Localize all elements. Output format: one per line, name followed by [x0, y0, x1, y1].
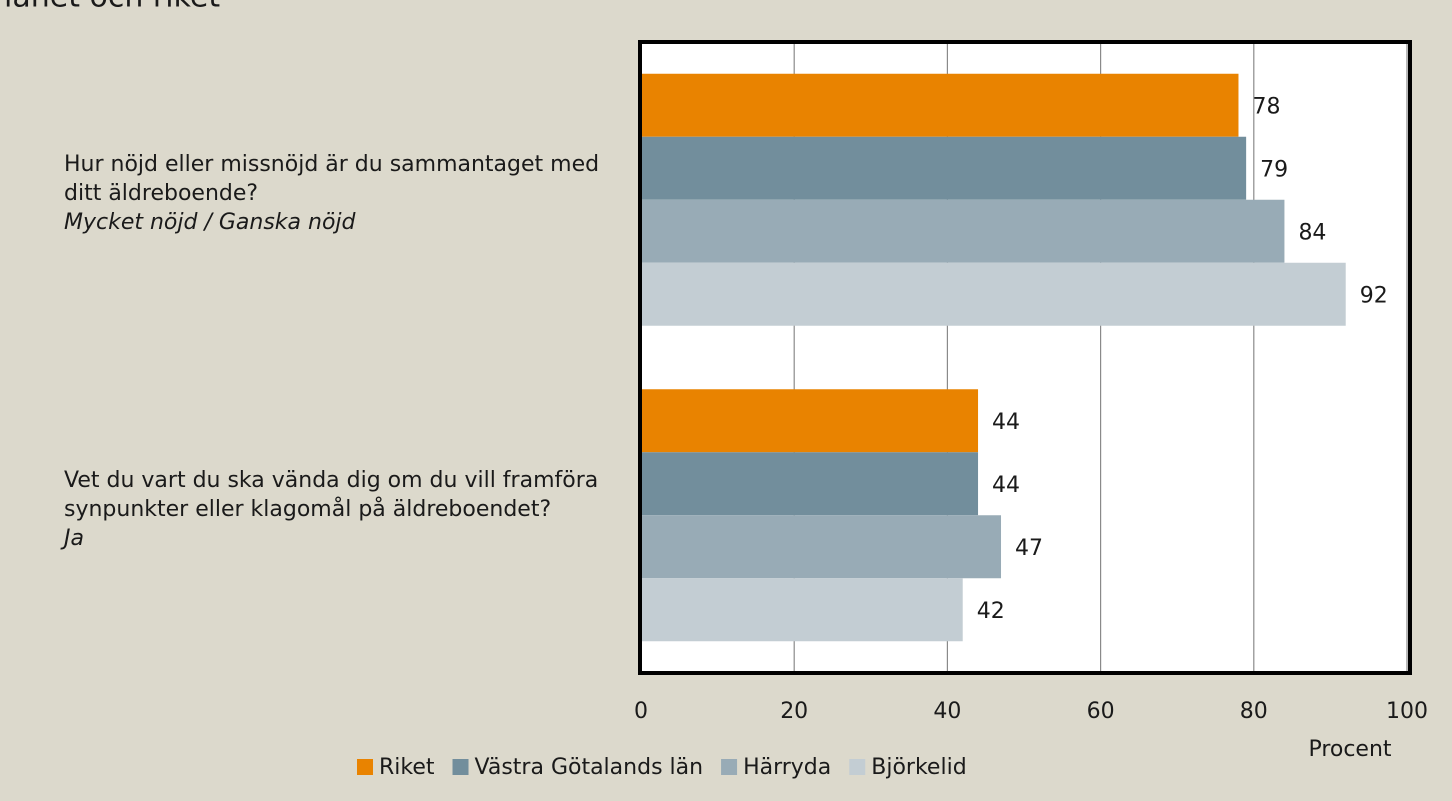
category-text: Vet du vart du ska vända dig om du vill … [64, 467, 599, 522]
bar [641, 136, 1247, 200]
bar [641, 199, 1285, 263]
legend-label: Björkelid [871, 755, 966, 780]
x-axis-label: Procent [1308, 737, 1391, 762]
category-note: Mycket nöjd / Ganska nöjd [64, 210, 356, 236]
legend-swatch [721, 759, 738, 775]
bar [641, 452, 979, 516]
bar [641, 515, 1002, 579]
legend-swatch [849, 759, 866, 775]
data-label: 84 [1298, 220, 1326, 245]
data-label: 42 [977, 599, 1005, 624]
x-tick-label: 100 [1386, 699, 1428, 724]
legend-swatch [452, 759, 469, 775]
bar [641, 389, 979, 453]
data-label: 78 [1252, 94, 1280, 119]
bar [641, 578, 963, 642]
data-label: 44 [992, 410, 1020, 435]
bar [641, 73, 1239, 137]
x-tick-label: 0 [634, 699, 648, 724]
category-label: Hur nöjd eller missnöjd är du sammantage… [64, 150, 624, 237]
data-label: 79 [1260, 157, 1288, 182]
x-tick-label: 40 [933, 699, 961, 724]
data-label: 44 [992, 473, 1020, 498]
legend-label: Härryda [743, 755, 831, 780]
x-tick-label: 20 [780, 699, 808, 724]
plot-border [638, 40, 1412, 675]
category-label: Vet du vart du ska vända dig om du vill … [64, 466, 624, 553]
data-label: 92 [1360, 283, 1388, 308]
legend-swatch [357, 759, 373, 775]
category-note: Ja [64, 525, 84, 551]
x-tick-label: 60 [1087, 699, 1115, 724]
x-tick-label: 80 [1240, 699, 1268, 724]
bar [641, 262, 1346, 326]
data-label: 47 [1015, 536, 1043, 561]
category-text: Hur nöjd eller missnöjd är du sammantage… [64, 152, 600, 207]
legend-label: Västra Götalands län [475, 755, 704, 780]
legend-label: Riket [379, 755, 435, 780]
